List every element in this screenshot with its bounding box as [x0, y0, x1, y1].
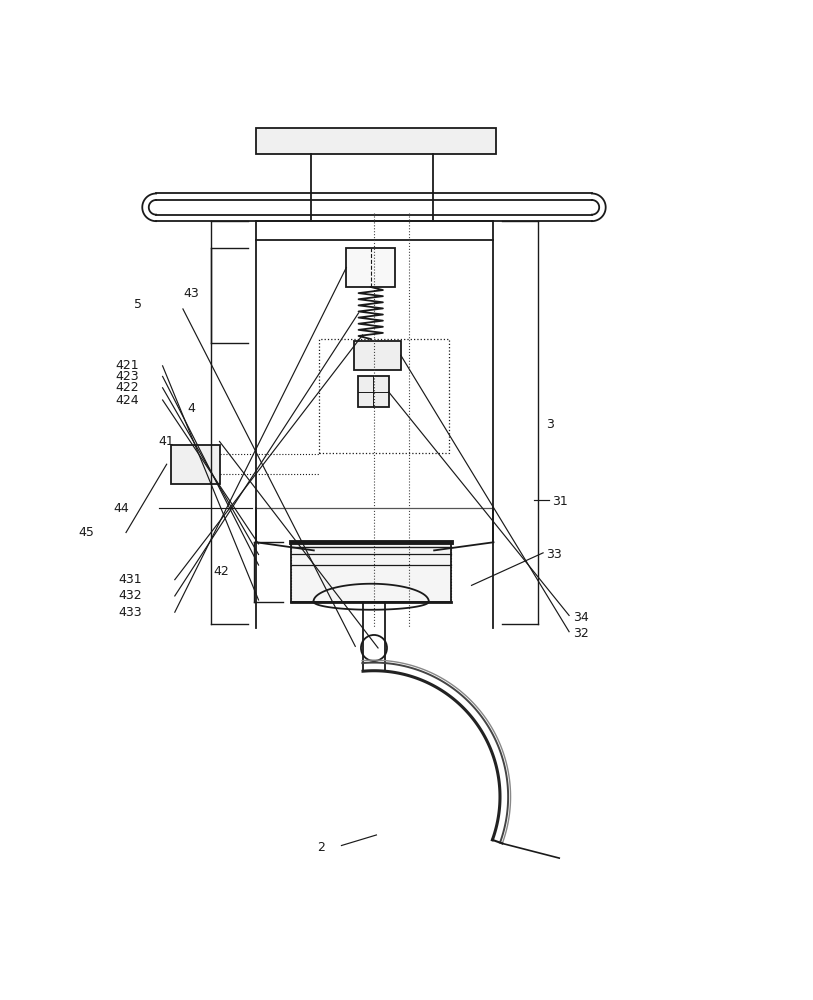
Bar: [291, 542, 451, 602]
Bar: [171, 445, 220, 484]
Text: 421: 421: [115, 359, 139, 372]
Text: 423: 423: [115, 370, 139, 383]
Bar: [256, 128, 496, 154]
Text: 33: 33: [546, 548, 562, 561]
Text: 32: 32: [573, 627, 589, 640]
Bar: [319, 339, 449, 453]
Text: 42: 42: [214, 565, 229, 578]
Text: 31: 31: [552, 495, 567, 508]
Text: 422: 422: [115, 381, 139, 394]
Text: 431: 431: [118, 573, 141, 586]
Text: 433: 433: [118, 606, 141, 619]
Text: 44: 44: [114, 502, 129, 515]
Text: 424: 424: [115, 394, 139, 407]
Bar: [346, 248, 395, 287]
Bar: [291, 542, 451, 602]
Text: 34: 34: [573, 611, 589, 624]
Bar: [354, 341, 401, 370]
Text: 432: 432: [118, 589, 141, 602]
Text: 41: 41: [159, 435, 174, 448]
Text: 43: 43: [183, 287, 198, 300]
Text: 45: 45: [79, 526, 95, 539]
Text: 4: 4: [187, 402, 195, 415]
Text: 5: 5: [134, 298, 142, 311]
Text: 3: 3: [546, 418, 554, 431]
Text: 2: 2: [317, 841, 325, 854]
Bar: [358, 376, 389, 407]
